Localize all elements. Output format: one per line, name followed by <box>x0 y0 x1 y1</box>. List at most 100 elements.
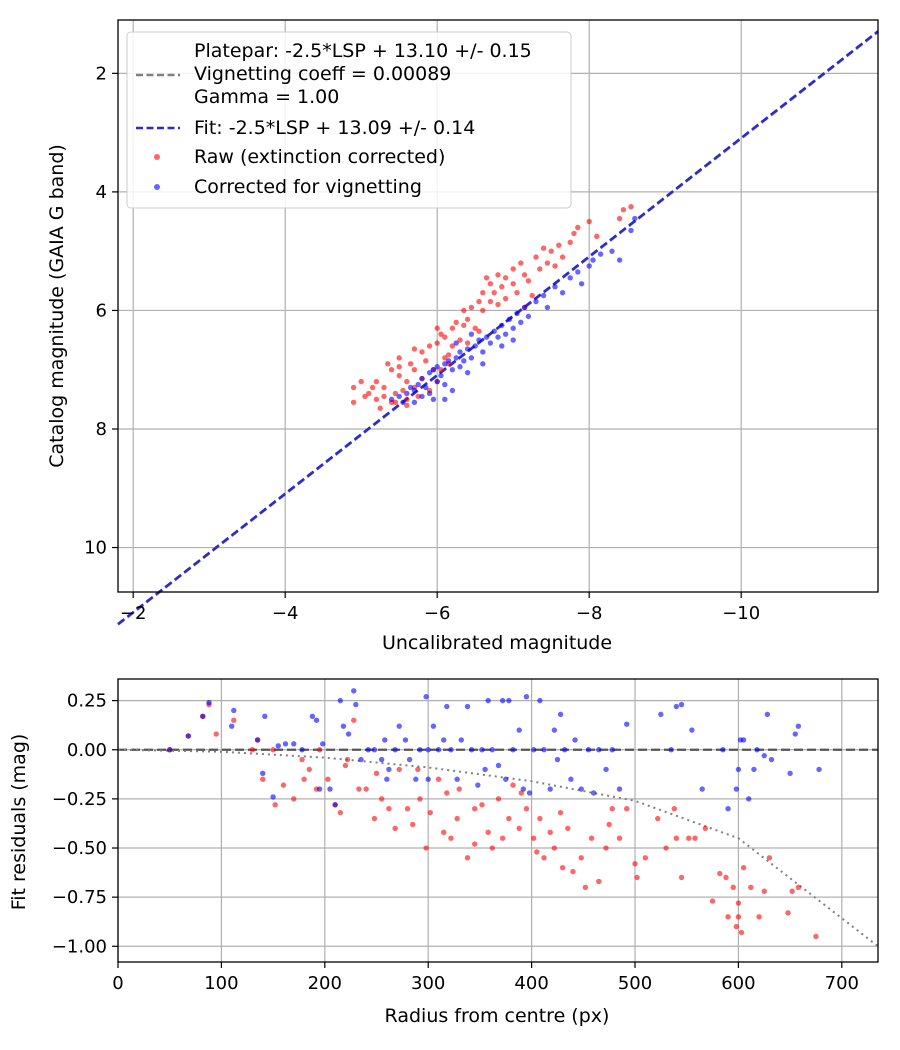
corrected-point <box>351 688 357 694</box>
corrected-point <box>668 747 674 753</box>
top-y-axis-label: Catalog magnitude (GAIA G band) <box>46 144 68 468</box>
corrected-point <box>425 747 431 753</box>
raw-point <box>356 786 362 792</box>
raw-point <box>344 756 351 763</box>
corrected-point <box>483 334 490 340</box>
corrected-point <box>413 776 419 782</box>
raw-point <box>381 384 387 391</box>
corrected-point <box>720 747 726 753</box>
bottom-y-axis-label: Fit residuals (mag) <box>8 734 30 911</box>
corrected-point <box>430 723 437 729</box>
raw-point <box>686 835 692 841</box>
corrected-point <box>590 257 596 263</box>
corrected-point <box>454 776 460 782</box>
raw-point <box>213 731 219 737</box>
corrected-point <box>489 747 496 753</box>
corrected-point <box>229 723 235 729</box>
corrected-point <box>464 369 471 376</box>
raw-point <box>342 762 349 769</box>
raw-point <box>386 806 392 812</box>
raw-point <box>301 776 307 782</box>
raw-point <box>565 825 571 832</box>
corrected-point <box>453 340 459 346</box>
corrected-point <box>658 711 664 718</box>
corrected-point <box>525 313 532 320</box>
corrected-point <box>586 263 592 269</box>
corrected-point <box>442 361 448 367</box>
corrected-point <box>464 703 471 710</box>
raw-point <box>725 914 731 920</box>
corrected-point <box>578 281 585 287</box>
corrected-point <box>540 292 547 299</box>
raw-point <box>461 307 467 314</box>
raw-point <box>570 868 576 875</box>
corrected-point <box>551 727 558 733</box>
raw-point <box>480 289 486 296</box>
corrected-point <box>541 747 547 753</box>
corrected-point <box>597 251 604 257</box>
raw-point <box>378 796 385 802</box>
raw-point <box>411 367 418 373</box>
raw-point <box>423 845 429 851</box>
raw-point <box>516 825 522 832</box>
raw-point <box>449 343 456 349</box>
corrected-point <box>518 319 524 326</box>
raw-point <box>723 874 729 881</box>
raw-point <box>231 717 237 723</box>
raw-point <box>419 349 425 355</box>
raw-point <box>499 835 506 841</box>
raw-point <box>487 298 494 305</box>
corrected-point <box>340 723 347 729</box>
raw-point <box>291 796 297 802</box>
vignetting-curve <box>117 748 879 948</box>
corrected-point <box>754 747 760 753</box>
corrected-point <box>419 393 425 400</box>
corrected-point <box>313 717 320 723</box>
raw-point <box>491 289 497 296</box>
raw-point <box>603 845 609 851</box>
corrected-point <box>468 747 475 753</box>
raw-point <box>671 806 677 812</box>
raw-point <box>400 387 406 394</box>
y-tick-label: 8 <box>96 419 107 440</box>
corrected-point <box>510 337 516 343</box>
corrected-point <box>499 697 506 704</box>
raw-point <box>521 272 528 278</box>
raw-point <box>404 806 411 812</box>
raw-point <box>740 864 747 871</box>
raw-point <box>586 218 592 225</box>
corrected-point <box>396 393 402 400</box>
raw-point <box>702 825 709 832</box>
raw-point <box>377 405 383 411</box>
corrected-point <box>291 741 297 747</box>
raw-point <box>548 248 554 254</box>
corrected-point <box>449 367 456 373</box>
raw-point <box>487 281 494 287</box>
corrected-point <box>441 737 447 743</box>
corrected-point <box>426 390 433 397</box>
raw-point <box>407 361 414 367</box>
corrected-point <box>254 737 261 743</box>
corrected-point <box>337 697 344 704</box>
corrected-point <box>392 747 398 753</box>
corrected-point <box>200 713 206 720</box>
corrected-point <box>495 762 502 769</box>
legend-raw-label: Raw (extinction corrected) <box>194 146 445 168</box>
raw-point <box>369 384 376 391</box>
raw-point <box>766 855 773 861</box>
top-x-axis-label: Uncalibrated magnitude <box>382 632 612 654</box>
corrected-point <box>689 727 695 733</box>
raw-point <box>396 766 402 773</box>
raw-point <box>260 776 266 782</box>
corrected-point <box>506 316 513 323</box>
raw-point <box>435 776 442 782</box>
raw-point <box>556 242 562 248</box>
raw-point <box>709 898 716 904</box>
corrected-point <box>332 802 338 808</box>
corrected-point <box>521 304 528 311</box>
raw-point <box>634 874 640 881</box>
raw-point <box>575 224 581 231</box>
corrected-point <box>533 298 539 305</box>
raw-point <box>472 806 478 812</box>
raw-point <box>537 815 543 822</box>
